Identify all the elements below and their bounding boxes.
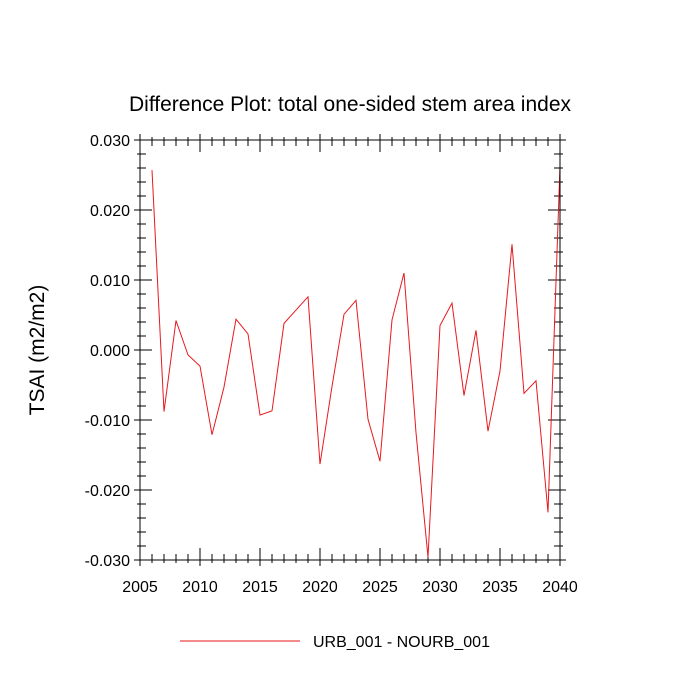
x-tick-label: 2020	[302, 579, 338, 596]
data-point	[476, 330, 477, 331]
data-point	[524, 393, 525, 394]
data-point	[344, 314, 345, 315]
data-point	[440, 325, 441, 326]
data-point	[452, 303, 453, 304]
x-tick-label: 2025	[362, 579, 398, 596]
legend-label: URB_001 - NOURB_001	[313, 634, 490, 651]
y-tick-label: 0.010	[90, 273, 130, 290]
series-line	[151, 165, 561, 558]
data-point	[164, 411, 165, 412]
y-axis-label: TSAI (m2/m2)	[26, 285, 49, 416]
data-point	[392, 319, 393, 320]
data-point	[368, 419, 369, 420]
data-point	[320, 464, 321, 465]
y-tick-label: -0.010	[85, 413, 130, 430]
data-points	[152, 165, 561, 557]
data-point	[332, 386, 333, 387]
data-point	[176, 320, 177, 321]
y-tick-label: 0.020	[90, 203, 130, 220]
data-point	[272, 410, 273, 411]
data-point	[464, 395, 465, 396]
data-point	[500, 371, 501, 372]
axis-ticks	[134, 134, 566, 566]
data-point	[416, 432, 417, 433]
x-tick-label: 2015	[242, 579, 278, 596]
data-point	[548, 512, 549, 513]
data-point	[284, 323, 285, 324]
data-point	[428, 557, 429, 558]
data-point	[248, 333, 249, 334]
data-point	[488, 431, 489, 432]
x-tick-label: 2030	[422, 579, 458, 596]
data-point	[188, 354, 189, 355]
data-point	[296, 310, 297, 311]
data-point	[200, 366, 201, 367]
data-point	[236, 319, 237, 320]
x-tick-label: 2035	[482, 579, 518, 596]
legend: URB_001 - NOURB_001	[180, 634, 490, 651]
x-tick-label: 2040	[542, 579, 578, 596]
plot-area-frame	[139, 139, 561, 561]
data-point	[536, 380, 537, 381]
y-tick-label: -0.020	[85, 483, 130, 500]
data-point	[260, 415, 261, 416]
y-tick-label: 0.000	[90, 343, 130, 360]
y-tick-label: -0.030	[85, 553, 130, 570]
data-point	[356, 300, 357, 301]
x-tick-label: 2010	[182, 579, 218, 596]
chart-title: Difference Plot: total one-sided stem ar…	[129, 93, 572, 116]
data-point	[380, 461, 381, 462]
data-point	[512, 244, 513, 245]
data-point	[224, 387, 225, 388]
data-point	[308, 296, 309, 297]
tick-labels: 2005 2010 2015 2020 2025 2030 2035 2040 0.030 0.0…	[85, 133, 578, 596]
x-tick-label: 2005	[122, 579, 158, 596]
y-tick-label: 0.030	[90, 133, 130, 150]
data-point	[152, 170, 153, 171]
data-point	[404, 273, 405, 274]
data-point	[212, 434, 213, 435]
